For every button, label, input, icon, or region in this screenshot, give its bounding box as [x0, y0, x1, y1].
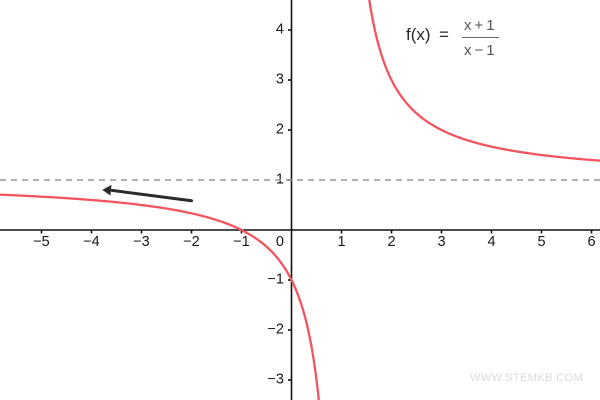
svg-text:−1: −1	[267, 272, 284, 288]
svg-text:WWW.STEMKB.COM: WWW.STEMKB.COM	[470, 372, 583, 384]
svg-text:−3: −3	[267, 372, 284, 388]
svg-text:f(x) =: f(x) =	[406, 25, 449, 44]
svg-text:2: 2	[387, 234, 395, 250]
svg-text:x + 1: x + 1	[464, 17, 495, 34]
svg-text:2: 2	[276, 122, 284, 138]
svg-text:−2: −2	[267, 322, 284, 338]
svg-text:4: 4	[276, 22, 284, 38]
svg-text:5: 5	[537, 234, 545, 250]
svg-text:6: 6	[587, 234, 595, 250]
svg-text:−1: −1	[233, 234, 250, 250]
svg-text:0: 0	[276, 234, 284, 250]
svg-text:−2: −2	[183, 234, 200, 250]
svg-text:x − 1: x − 1	[464, 42, 495, 59]
svg-text:1: 1	[337, 234, 345, 250]
svg-text:−4: −4	[83, 234, 100, 250]
svg-text:3: 3	[276, 72, 284, 88]
svg-text:−3: −3	[133, 234, 150, 250]
svg-text:−5: −5	[33, 234, 50, 250]
svg-text:4: 4	[487, 234, 495, 250]
svg-text:3: 3	[437, 234, 445, 250]
